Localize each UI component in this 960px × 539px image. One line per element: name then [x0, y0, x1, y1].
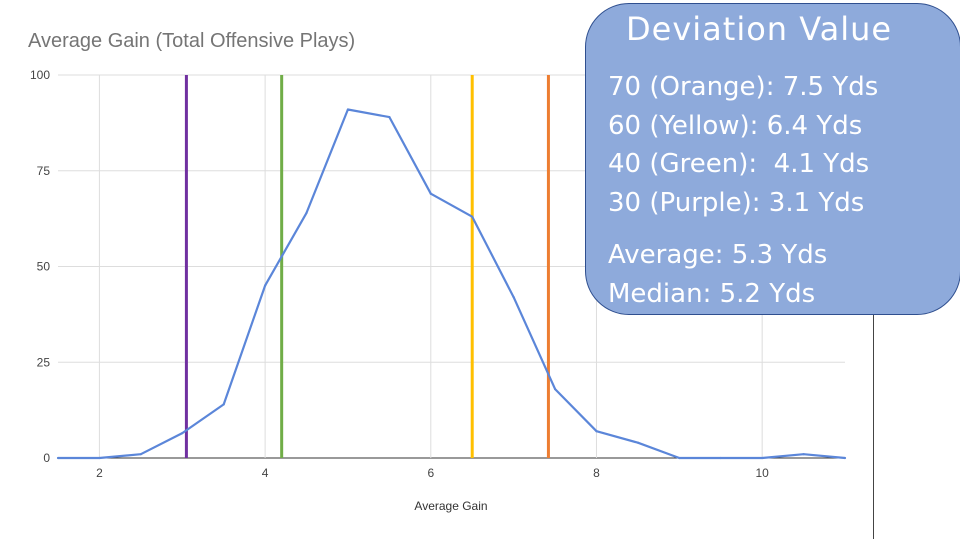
deviation-value-callout: Deviation Value 70 (Orange): 7.5 Yds 60 …: [585, 3, 960, 315]
callout-title: Deviation Value: [626, 10, 893, 48]
y-tick-label-25: 25: [37, 355, 51, 369]
x-tick-label-10: 10: [755, 466, 769, 480]
data-point-0-2: [139, 453, 142, 456]
data-point-0-18: [802, 453, 805, 456]
data-point-0-17: [761, 456, 764, 460]
deviation-line-orange: 70 (Orange): 7.5 Yds: [608, 72, 879, 102]
chart-title: Average Gain (Total Offensive Plays): [28, 30, 355, 52]
data-point-0-1: [98, 456, 101, 460]
x-tick-label-8: 8: [593, 466, 600, 480]
data-point-0-14: [636, 441, 639, 444]
data-point-0-15: [678, 456, 681, 460]
x-tick-label-2: 2: [96, 466, 103, 480]
callout-spacer: [608, 222, 878, 236]
data-point-0-7: [346, 108, 350, 111]
x-tick-label-6: 6: [427, 466, 434, 480]
deviation-line-yellow: 60 (Yellow): 6.4 Yds: [608, 110, 863, 141]
y-tick-label-75: 75: [37, 164, 51, 178]
data-point-0-10: [471, 215, 474, 218]
y-tick-label-50: 50: [37, 260, 51, 274]
data-point-0-12: [553, 387, 557, 391]
data-point-0-3: [181, 432, 184, 435]
series-line-0: [58, 108, 846, 460]
average-stat: Average: 5.3 Yds: [608, 240, 828, 270]
x-tick-label-4: 4: [262, 466, 269, 480]
y-tick-label-100: 100: [30, 68, 50, 82]
data-point-0-4: [222, 403, 225, 406]
data-point-0-8: [388, 116, 391, 119]
data-point-0-16: [719, 456, 722, 460]
data-point-0-0: [56, 456, 60, 460]
y-tick-label-0: 0: [43, 451, 50, 465]
data-point-0-13: [595, 430, 598, 433]
data-point-0-11: [512, 296, 515, 299]
median-stat: Median: 5.2 Yds: [608, 278, 816, 309]
deviation-line-green: 40 (Green): 4.1 Yds: [608, 149, 870, 179]
slide-divider-line: [873, 315, 874, 539]
chart-marks: [56, 75, 847, 460]
deviation-line-purple: 30 (Purple): 3.1 Yds: [608, 187, 865, 218]
data-point-0-5: [264, 284, 267, 287]
data-point-0-9: [429, 192, 432, 195]
x-axis-label: Average Gain: [414, 499, 487, 513]
chart-tick-labels: 0 25 50 75 100 2 4 6 8 10: [30, 68, 769, 480]
callout-lines: 70 (Orange): 7.5 Yds 60 (Yellow): 6.4 Yd…: [608, 68, 878, 313]
data-point-0-19: [843, 456, 847, 460]
data-point-0-6: [305, 211, 308, 214]
